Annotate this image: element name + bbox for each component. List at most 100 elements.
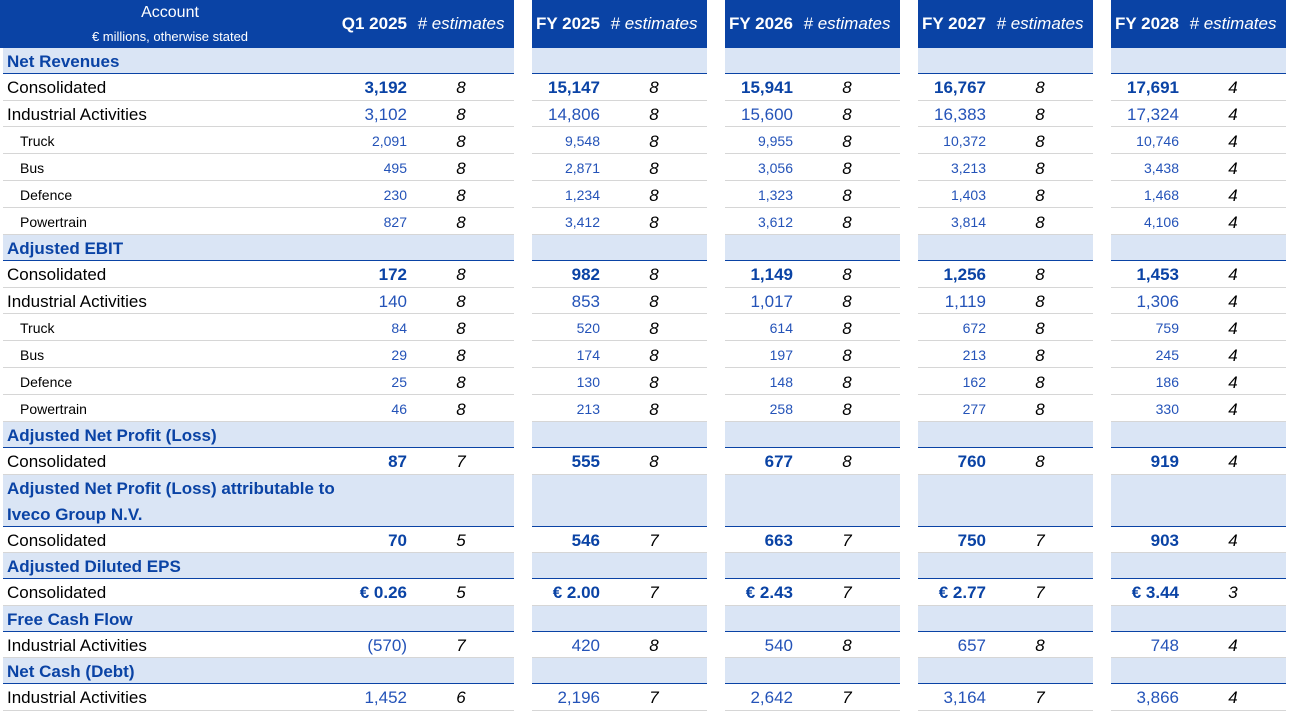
- estimate-value: 330: [1155, 401, 1179, 417]
- estimate-count: 8: [1035, 346, 1045, 365]
- row-separator: [3, 153, 514, 154]
- estimate-count: 4: [1228, 186, 1238, 205]
- row-separator: [725, 604, 900, 606]
- estimate-count: 8: [649, 265, 659, 284]
- section-band: [532, 48, 707, 74]
- section-rule: [532, 525, 707, 527]
- estimate-value: 495: [383, 160, 407, 176]
- estimate-count: 8: [456, 319, 466, 338]
- estimates-label: # estimates: [417, 14, 505, 33]
- estimate-count: 8: [649, 400, 659, 419]
- section-rule: [1111, 73, 1286, 74]
- row-separator: [1111, 709, 1286, 711]
- estimates-label: # estimates: [996, 14, 1084, 33]
- estimate-value: 2,196: [557, 688, 600, 707]
- row-separator: [918, 552, 1093, 553]
- section-band: [3, 553, 514, 579]
- row-separator: [918, 234, 1093, 235]
- row-separator: [532, 367, 707, 368]
- estimate-count: 8: [842, 104, 852, 124]
- estimate-count: 7: [649, 583, 659, 602]
- row-separator: [3, 552, 514, 553]
- estimate-value: 15,147: [548, 78, 600, 97]
- sub-row-label: Powertrain: [20, 401, 87, 417]
- estimate-value: 1,234: [564, 187, 600, 203]
- estimate-count: 7: [842, 688, 852, 707]
- estimate-value: 130: [576, 374, 600, 390]
- row-separator: [532, 313, 707, 314]
- estimate-count: 8: [649, 78, 659, 97]
- row-separator: [918, 657, 1093, 658]
- estimate-count: 7: [456, 452, 466, 471]
- estimate-count: 8: [842, 265, 852, 284]
- row-separator: [725, 657, 900, 658]
- row-separator: [725, 99, 900, 101]
- row-separator: [532, 153, 707, 154]
- row-label: Consolidated: [7, 452, 107, 471]
- estimate-count: 4: [1228, 159, 1238, 178]
- estimate-count: 8: [1035, 104, 1045, 124]
- section-rule: [532, 260, 707, 261]
- estimate-count: 8: [1035, 291, 1045, 311]
- estimate-count: 4: [1228, 104, 1238, 124]
- estimate-count: 6: [456, 688, 466, 707]
- estimate-count: 4: [1228, 530, 1238, 550]
- row-separator: [1111, 473, 1286, 475]
- estimate-count: 8: [1035, 132, 1045, 151]
- estimate-value: 3,438: [1143, 160, 1179, 176]
- section-rule: [532, 578, 707, 579]
- section-rule: [918, 260, 1093, 261]
- estimate-count: 8: [456, 373, 466, 392]
- row-separator: [3, 709, 514, 711]
- estimate-value: 4,106: [1143, 214, 1179, 230]
- section-band: [725, 658, 900, 684]
- row-separator: [725, 234, 900, 235]
- row-separator: [918, 313, 1093, 314]
- row-separator: [3, 657, 514, 658]
- estimate-value: 546: [571, 530, 600, 550]
- estimate-count: 8: [1035, 78, 1045, 97]
- estimate-value: 162: [962, 374, 986, 390]
- period-header-box: FY 2028 # estimates: [1111, 0, 1286, 48]
- row-separator: [532, 552, 707, 553]
- estimate-value: 1,468: [1143, 187, 1179, 203]
- estimate-value: 16,767: [934, 78, 986, 97]
- estimate-count: 3: [1228, 583, 1238, 602]
- row-separator: [3, 99, 514, 101]
- estimate-count: 8: [649, 159, 659, 178]
- estimate-value: 982: [571, 265, 600, 284]
- section-rule: [1111, 447, 1286, 448]
- estimate-value: 1,149: [750, 265, 793, 284]
- period-header-box: FY 2025 # estimates: [532, 0, 707, 48]
- section-band: [3, 422, 514, 448]
- period-label: FY 2028: [1115, 14, 1179, 33]
- section-title: Net Cash (Debt): [7, 662, 135, 681]
- estimate-value: € 2.00: [552, 583, 600, 602]
- estimate-count: 8: [842, 78, 852, 97]
- row-separator: [725, 709, 900, 711]
- row-separator: [918, 99, 1093, 101]
- section-rule: [532, 73, 707, 74]
- row-separator: [725, 126, 900, 127]
- row-separator: [532, 286, 707, 288]
- section-title: Adjusted EBIT: [7, 239, 124, 258]
- section-band: [3, 474, 514, 527]
- estimate-value: 25: [391, 374, 407, 390]
- row-label: Consolidated: [7, 265, 107, 284]
- row-separator: [918, 180, 1093, 181]
- estimate-value: 15,941: [741, 78, 793, 97]
- row-separator: [3, 394, 514, 395]
- estimate-value: 1,323: [757, 187, 793, 203]
- estimate-value: 213: [576, 401, 600, 417]
- estimate-value: 672: [962, 320, 986, 336]
- estimate-count: 8: [1035, 159, 1045, 178]
- estimate-value: 17,324: [1127, 104, 1179, 124]
- estimate-value: 520: [576, 320, 600, 336]
- row-separator: [1111, 604, 1286, 606]
- row-separator: [725, 421, 900, 422]
- section-rule: [918, 630, 1093, 632]
- row-label: Consolidated: [7, 78, 107, 97]
- estimate-count: 4: [1228, 400, 1238, 419]
- estimate-count: 8: [1035, 319, 1045, 338]
- section-band: [1111, 474, 1286, 527]
